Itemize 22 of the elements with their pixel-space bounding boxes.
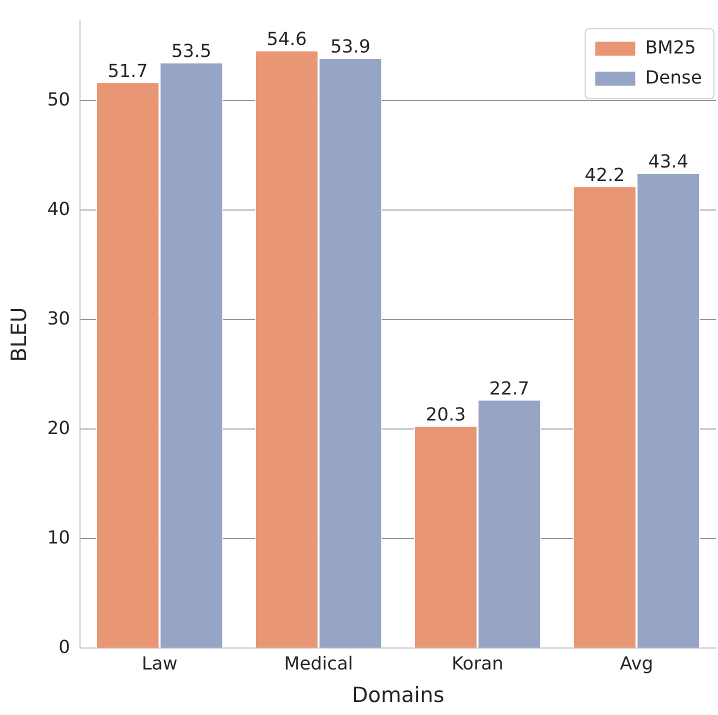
data-label: 43.4 [648,152,688,173]
data-label: 42.2 [584,164,625,186]
legend-label: Dense [645,67,702,88]
data-label: 20.3 [426,404,466,426]
x-tick-label: Avg [620,654,654,675]
y-tick-label: 50 [47,89,70,110]
x-axis-title: Domains [352,682,444,707]
y-tick-label: 10 [47,527,70,548]
data-label: 22.7 [489,378,530,400]
y-tick-label: 20 [47,418,70,439]
x-tick-label: Medical [284,654,354,675]
data-label: 53.5 [171,41,212,62]
x-tick-label: Law [142,654,178,675]
legend-label: BM25 [645,37,696,58]
y-tick-label: 30 [47,308,70,330]
data-label: 54.6 [266,29,307,50]
y-tick-label: 0 [58,636,70,658]
y-axis-title: BLEU [7,307,32,362]
data-label: 51.7 [108,60,148,82]
data-label: 53.9 [330,36,370,58]
x-tick-label: Koran [452,654,504,675]
y-tick-label: 40 [47,198,70,220]
